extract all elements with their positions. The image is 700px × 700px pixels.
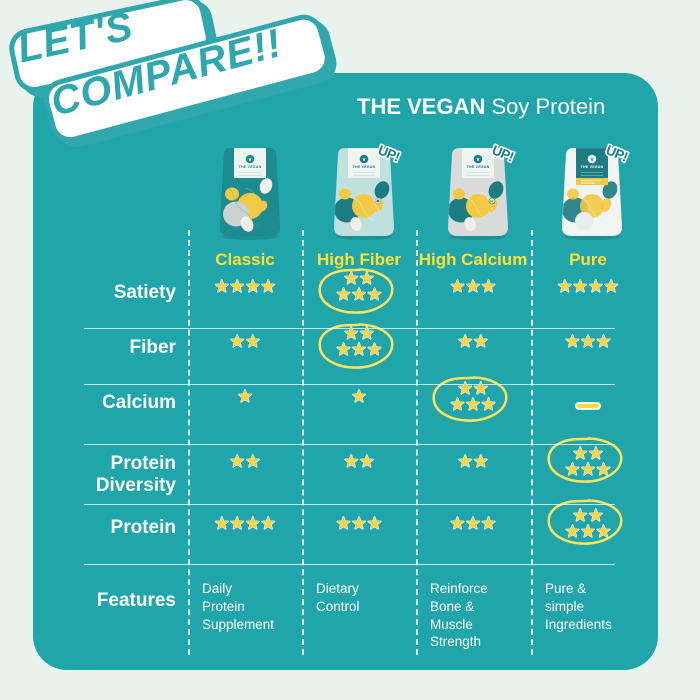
svg-text:THE VEGAN: THE VEGAN <box>353 165 376 169</box>
svg-text:v: v <box>363 157 366 163</box>
svg-text:THE VEGAN: THE VEGAN <box>467 165 490 169</box>
svg-text:THE VEGAN: THE VEGAN <box>239 165 262 169</box>
svg-text:v: v <box>477 157 480 163</box>
svg-text:UP!: UP! <box>490 142 516 164</box>
svg-text:v: v <box>249 157 252 163</box>
svg-text:UP!: UP! <box>376 142 402 164</box>
svg-text:THE VEGAN: THE VEGAN <box>581 165 604 169</box>
svg-text:v: v <box>591 157 594 163</box>
svg-text:UP!: UP! <box>604 142 630 164</box>
